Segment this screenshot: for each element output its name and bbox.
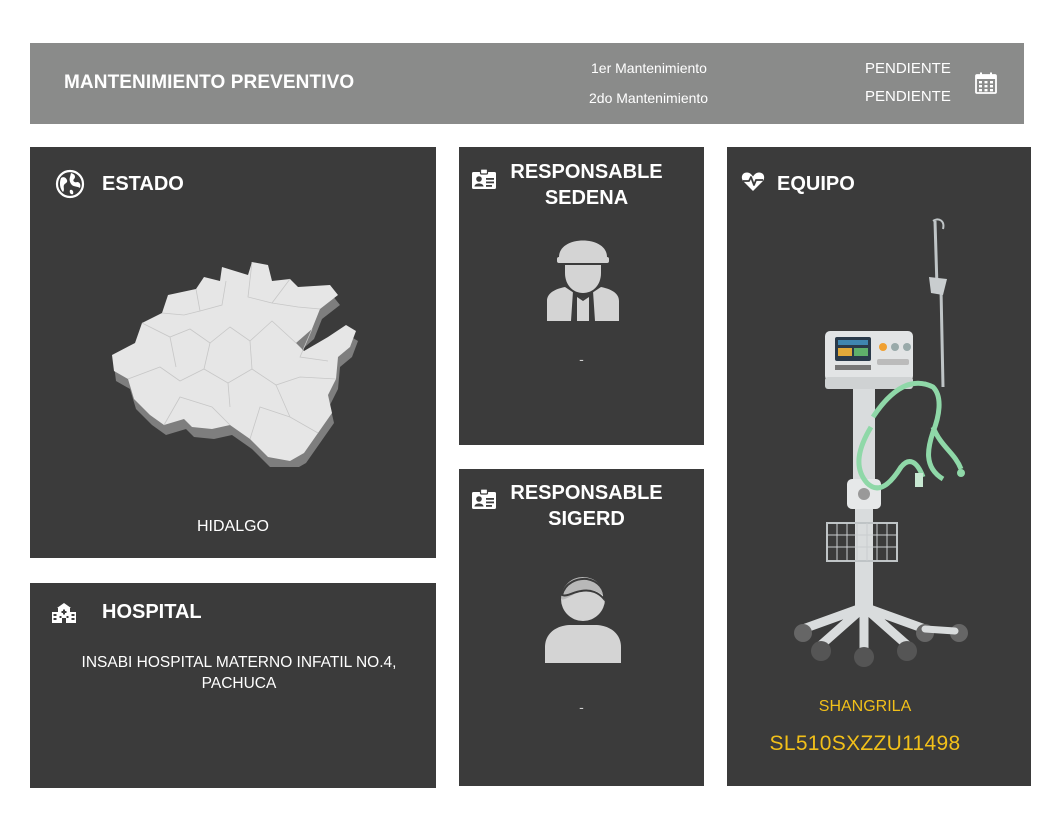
globe-icon bbox=[55, 169, 85, 199]
id-card-icon bbox=[472, 489, 496, 509]
responsable-sigerd-value: - bbox=[579, 699, 584, 715]
ventilator-image bbox=[794, 218, 968, 667]
responsable-sigerd-title-line1: RESPONSABLE bbox=[510, 482, 663, 504]
heartbeat-icon bbox=[741, 172, 765, 191]
hospital-card: HOSPITAL INSABI HOSPITAL MATERNO INFATIL… bbox=[30, 583, 436, 788]
responsable-sedena-card: RESPONSABLE SEDENA - bbox=[459, 147, 704, 445]
responsable-sedena-title-line1: RESPONSABLE bbox=[510, 161, 663, 183]
hospital-title: HOSPITAL bbox=[102, 601, 202, 623]
responsable-sedena-title: RESPONSABLE SEDENA bbox=[505, 159, 668, 211]
maintenance-2-status: PENDIENTE bbox=[865, 88, 951, 105]
responsable-sedena-title-line2: SEDENA bbox=[544, 187, 629, 209]
soldier-avatar bbox=[547, 240, 619, 321]
id-card-icon bbox=[472, 169, 496, 189]
maintenance-1-status: PENDIENTE bbox=[865, 60, 951, 77]
person-avatar bbox=[545, 577, 621, 663]
hospital-value: INSABI HOSPITAL MATERNO INFATIL NO.4, PA… bbox=[81, 654, 397, 692]
responsable-sedena-value: - bbox=[579, 351, 584, 367]
calendar-icon[interactable] bbox=[974, 71, 998, 95]
equipo-card: EQUIPO bbox=[727, 147, 1031, 786]
equipo-serial: SL510SXZZU11498 bbox=[769, 732, 961, 755]
header-bar: MANTENIMIENTO PREVENTIVO 1er Mantenimien… bbox=[30, 43, 1024, 124]
equipo-brand: SHANGRILA bbox=[818, 698, 912, 715]
page-title: MANTENIMIENTO PREVENTIVO bbox=[64, 72, 355, 93]
maintenance-1-label: 1er Mantenimiento bbox=[591, 60, 707, 76]
estado-title: ESTADO bbox=[102, 173, 184, 195]
responsable-sigerd-title: RESPONSABLE SIGERD bbox=[505, 480, 668, 532]
state-map bbox=[112, 261, 358, 467]
responsable-sigerd-card: RESPONSABLE SIGERD - bbox=[459, 469, 704, 786]
responsable-sigerd-title-line2: SIGERD bbox=[548, 508, 625, 530]
hospital-icon bbox=[52, 603, 76, 623]
estado-card: ESTADO HIDALGO bbox=[30, 147, 436, 558]
maintenance-2-label: 2do Mantenimiento bbox=[589, 90, 709, 106]
estado-value: HIDALGO bbox=[196, 518, 269, 535]
equipo-title: EQUIPO bbox=[777, 173, 855, 195]
